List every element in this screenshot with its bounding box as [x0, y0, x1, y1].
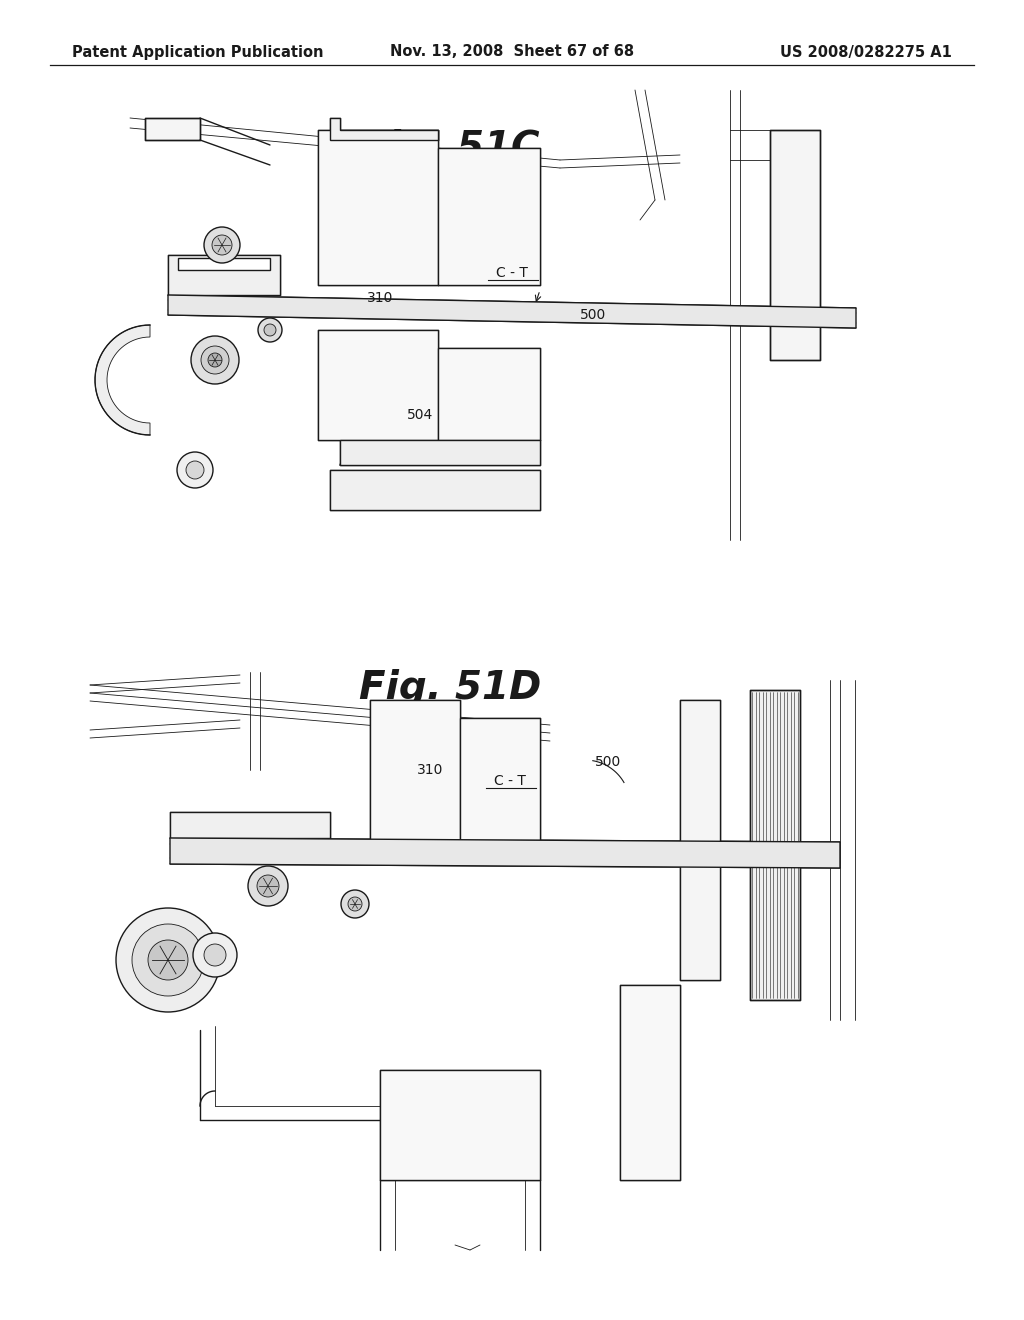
Circle shape	[191, 337, 239, 384]
Polygon shape	[178, 257, 270, 271]
Text: Patent Application Publication: Patent Application Publication	[72, 45, 324, 59]
Circle shape	[212, 235, 232, 255]
Polygon shape	[330, 470, 540, 510]
Circle shape	[186, 461, 204, 479]
Circle shape	[201, 346, 229, 374]
Circle shape	[341, 890, 369, 917]
Text: 504: 504	[407, 408, 433, 422]
Circle shape	[248, 866, 288, 906]
Text: Fig. 51C: Fig. 51C	[360, 129, 540, 168]
Polygon shape	[340, 440, 540, 465]
Circle shape	[177, 451, 213, 488]
Polygon shape	[438, 348, 540, 440]
Polygon shape	[95, 325, 150, 436]
Circle shape	[204, 944, 226, 966]
Polygon shape	[770, 129, 820, 360]
Polygon shape	[460, 718, 540, 840]
Text: Fig. 51D: Fig. 51D	[358, 669, 541, 708]
Polygon shape	[168, 255, 280, 294]
Circle shape	[193, 933, 237, 977]
Text: US 2008/0282275 A1: US 2008/0282275 A1	[780, 45, 952, 59]
Polygon shape	[680, 700, 720, 979]
Circle shape	[132, 924, 204, 997]
Polygon shape	[370, 700, 460, 840]
Circle shape	[208, 352, 222, 367]
Polygon shape	[380, 1071, 540, 1180]
Circle shape	[257, 875, 279, 898]
Polygon shape	[170, 838, 840, 869]
Circle shape	[204, 227, 240, 263]
Text: 310: 310	[367, 290, 393, 305]
Polygon shape	[145, 117, 200, 140]
Polygon shape	[620, 985, 680, 1180]
Polygon shape	[750, 690, 800, 1001]
Text: 310: 310	[417, 763, 443, 777]
Polygon shape	[170, 812, 330, 838]
Text: C - T: C - T	[494, 774, 526, 788]
Circle shape	[264, 323, 276, 337]
Text: C - T: C - T	[496, 267, 528, 280]
Polygon shape	[318, 129, 438, 285]
Circle shape	[348, 898, 362, 911]
Polygon shape	[168, 294, 856, 327]
Text: Nov. 13, 2008  Sheet 67 of 68: Nov. 13, 2008 Sheet 67 of 68	[390, 45, 634, 59]
Polygon shape	[318, 330, 438, 440]
Circle shape	[116, 908, 220, 1012]
Polygon shape	[438, 148, 540, 285]
Circle shape	[148, 940, 188, 979]
Text: 500: 500	[595, 755, 622, 770]
Circle shape	[258, 318, 282, 342]
Text: 500: 500	[580, 308, 606, 322]
Polygon shape	[330, 117, 438, 140]
